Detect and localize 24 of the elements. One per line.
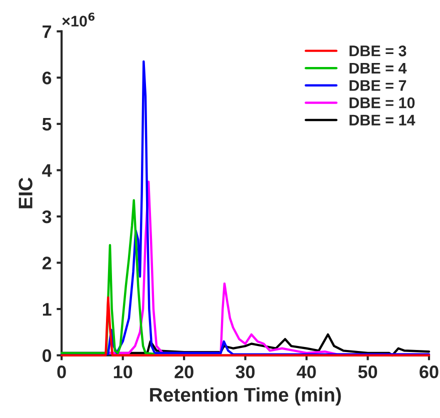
- y-tick-label: 5: [42, 118, 52, 131]
- y-tick-label: 1: [42, 303, 52, 316]
- y-tick-label: 7: [42, 25, 52, 38]
- y-tick-label: 2: [42, 256, 52, 270]
- legend-label: DBE = 4: [350, 62, 407, 74]
- x-axis-title: Retention Time (min): [150, 387, 341, 406]
- x-tick-label: 50: [358, 366, 378, 378]
- x-tick-label: 10: [114, 366, 132, 378]
- legend-label: DBE = 14: [350, 114, 416, 126]
- x-tick-label: 60: [420, 366, 438, 378]
- y-tick-label: 4: [42, 164, 52, 177]
- y-tick-label: 6: [42, 72, 52, 84]
- text: ×10$^{6}$: [62, 12, 95, 27]
- legend-label: DBE = 7: [350, 80, 406, 91]
- x-tick-label: 0: [57, 366, 66, 378]
- x-tick-label: 40: [296, 366, 316, 378]
- legend-label: DBE = 3: [350, 46, 406, 56]
- x-tick-label: 20: [174, 366, 194, 378]
- x-tick-label: 30: [236, 366, 255, 378]
- y-tick-label: 3: [42, 210, 52, 224]
- y-axis-title: EIC: [18, 178, 32, 208]
- y-tick-label: 0: [42, 349, 52, 362]
- line-series: [60, 199, 155, 356]
- legend-label: DBE = 10: [350, 97, 415, 108]
